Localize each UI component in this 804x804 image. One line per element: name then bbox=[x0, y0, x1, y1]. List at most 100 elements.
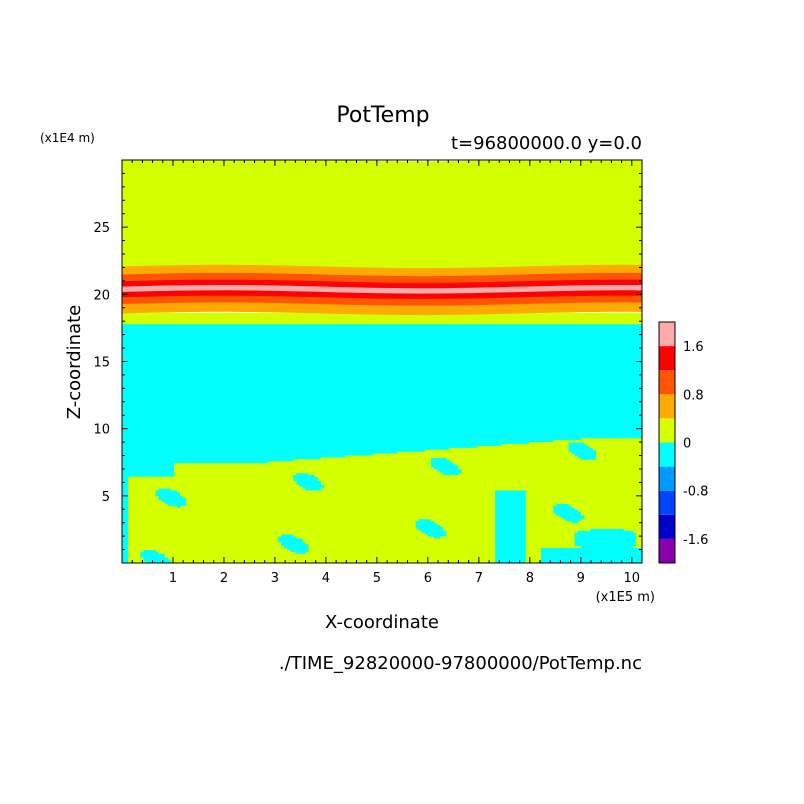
field-cell bbox=[250, 536, 254, 539]
field-cell bbox=[189, 495, 193, 499]
field-cell bbox=[278, 524, 282, 527]
field-cell bbox=[360, 478, 365, 481]
field-cell bbox=[366, 551, 371, 554]
field-cell bbox=[406, 459, 410, 462]
field-cell bbox=[378, 495, 383, 499]
field-cell bbox=[378, 499, 383, 502]
field-cell bbox=[128, 490, 132, 493]
field-cell bbox=[278, 461, 282, 464]
field-cell bbox=[265, 559, 270, 562]
field-cell bbox=[247, 472, 251, 476]
field-cell bbox=[330, 520, 334, 524]
field-cell bbox=[216, 541, 221, 545]
field-cell bbox=[308, 490, 313, 493]
field-cell bbox=[250, 547, 254, 550]
field-cell bbox=[305, 545, 309, 549]
field-cell bbox=[259, 561, 264, 563]
field-cell bbox=[204, 495, 209, 499]
field-cell bbox=[354, 553, 358, 556]
field-cell bbox=[333, 518, 337, 522]
field-cell bbox=[204, 480, 209, 483]
field-cell bbox=[274, 468, 279, 472]
field-cell bbox=[216, 532, 221, 535]
field-cell bbox=[186, 478, 190, 481]
field-cell bbox=[125, 526, 129, 529]
field-cell bbox=[271, 472, 276, 476]
field-cell bbox=[134, 509, 138, 512]
field-cell bbox=[366, 507, 371, 510]
field-cell bbox=[174, 493, 178, 497]
field-cell bbox=[259, 482, 264, 485]
field-cell bbox=[281, 545, 285, 549]
field-cell bbox=[262, 465, 267, 468]
field-cell bbox=[210, 526, 215, 529]
field-cell bbox=[360, 522, 365, 526]
field-cell bbox=[385, 547, 389, 550]
field-cell bbox=[336, 497, 340, 501]
field-cell bbox=[198, 534, 202, 537]
field-cell bbox=[394, 493, 398, 497]
field-cell bbox=[158, 490, 163, 493]
field-cell bbox=[378, 543, 383, 547]
field-cell bbox=[278, 520, 282, 524]
field-cell bbox=[219, 484, 224, 487]
field-cell bbox=[146, 490, 150, 493]
field-cell bbox=[244, 478, 248, 481]
field-cell bbox=[409, 476, 413, 479]
field-cell bbox=[232, 515, 236, 518]
field-cell bbox=[348, 474, 352, 478]
field-cell bbox=[296, 470, 300, 474]
field-cell bbox=[394, 468, 398, 472]
field-cell bbox=[372, 559, 377, 562]
field-cell bbox=[137, 539, 141, 543]
field-cell bbox=[336, 545, 340, 549]
field-cell bbox=[149, 534, 153, 537]
field-cell bbox=[409, 518, 413, 522]
field-cell bbox=[385, 530, 389, 533]
field-cell bbox=[170, 492, 175, 495]
field-cell bbox=[226, 492, 230, 495]
field-cell bbox=[388, 492, 392, 495]
field-cell bbox=[256, 557, 261, 560]
field-cell bbox=[204, 549, 209, 552]
field-cell bbox=[274, 549, 279, 552]
field-cell bbox=[345, 553, 349, 556]
field-cell bbox=[333, 465, 337, 468]
field-cell bbox=[235, 472, 239, 476]
field-cell bbox=[174, 484, 178, 487]
field-cell bbox=[336, 538, 340, 541]
field-cell bbox=[268, 472, 273, 476]
field-cell bbox=[229, 488, 233, 491]
field-cell bbox=[238, 524, 242, 527]
field-cell bbox=[238, 495, 242, 499]
field-cell bbox=[213, 513, 218, 516]
field-cell bbox=[394, 545, 398, 549]
field-cell bbox=[265, 518, 270, 522]
field-cell bbox=[382, 453, 386, 456]
field-cell bbox=[143, 511, 147, 514]
field-cell bbox=[314, 490, 319, 493]
field-cell bbox=[388, 476, 392, 479]
field-cell bbox=[342, 509, 346, 512]
field-cell bbox=[406, 515, 410, 518]
field-cell bbox=[174, 463, 178, 466]
field-cell bbox=[397, 495, 401, 499]
field-cell bbox=[195, 478, 199, 481]
field-cell bbox=[342, 520, 346, 524]
field-cell bbox=[256, 501, 261, 504]
field-cell bbox=[284, 536, 288, 539]
field-cell bbox=[333, 488, 337, 491]
field-cell bbox=[372, 476, 377, 479]
field-cell bbox=[357, 461, 361, 464]
field-cell bbox=[158, 482, 163, 485]
field-cell bbox=[391, 516, 395, 520]
field-cell bbox=[256, 539, 261, 543]
field-cell bbox=[219, 528, 224, 531]
field-cell bbox=[174, 516, 178, 520]
field-cell bbox=[164, 549, 169, 552]
field-cell bbox=[229, 555, 233, 558]
field-cell bbox=[274, 499, 279, 502]
field-cell bbox=[330, 522, 334, 526]
field-cell bbox=[287, 545, 291, 549]
field-cell bbox=[238, 536, 242, 539]
